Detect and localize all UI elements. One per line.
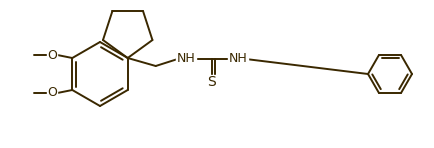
Bar xyxy=(206,75,218,87)
Bar xyxy=(176,53,196,65)
Text: S: S xyxy=(207,75,216,89)
Bar xyxy=(47,49,57,61)
Bar xyxy=(47,87,57,99)
Bar xyxy=(228,53,248,65)
Text: O: O xyxy=(47,86,57,99)
Text: NH: NH xyxy=(176,52,195,65)
Text: NH: NH xyxy=(228,52,247,65)
Text: O: O xyxy=(47,49,57,62)
